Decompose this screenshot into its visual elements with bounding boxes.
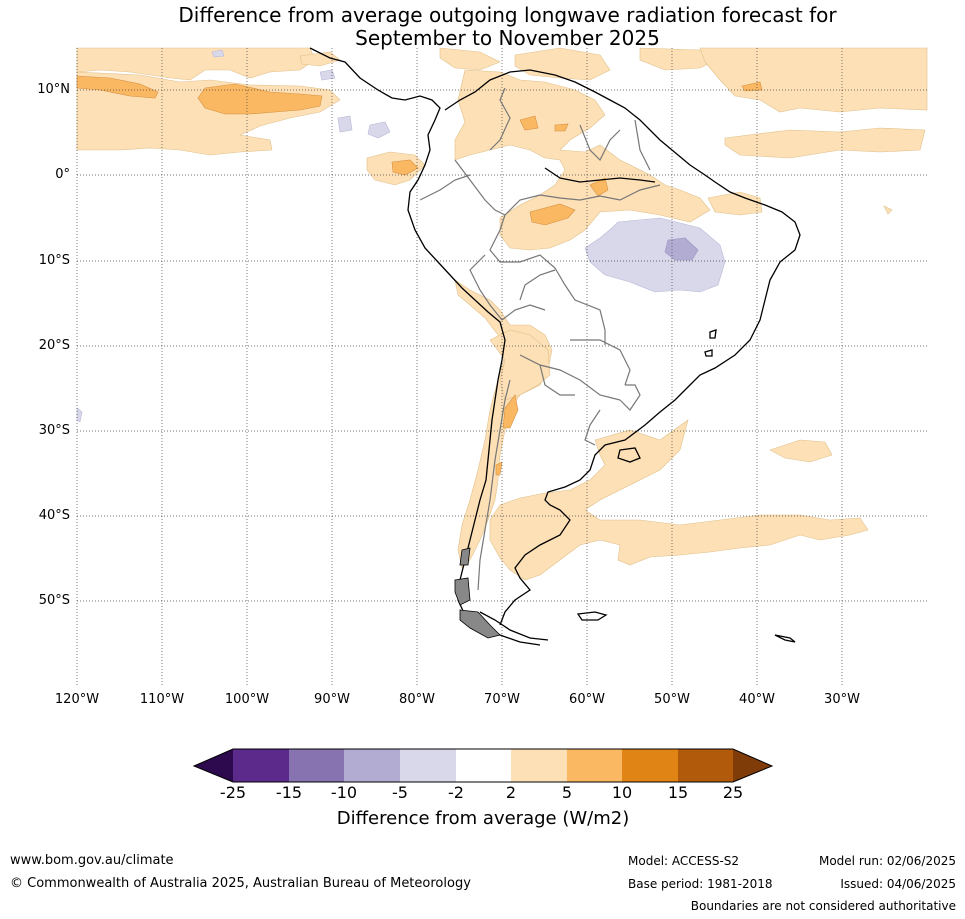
colorbar-tick: -10: [330, 783, 358, 802]
title-line-2: September to November 2025: [355, 26, 660, 50]
colorbar-tick: 10: [611, 783, 633, 802]
colorbar-swatch-5: [456, 749, 511, 782]
colorbar-swatch-1: [233, 749, 289, 782]
map-title: Difference from average outgoing longwav…: [0, 4, 965, 50]
colorbar-swatch-4: [400, 749, 456, 782]
lat-label-0: 0°: [55, 167, 70, 182]
footer-disclaimer: Boundaries are not considered authoritat…: [690, 899, 956, 913]
title-line-1: Difference from average outgoing longwav…: [178, 3, 837, 27]
colorbar-outline: [192, 748, 774, 783]
lon-label-90w: 90°W: [314, 692, 350, 707]
colorbar-tick: -2: [448, 783, 464, 802]
lat-label-40s: 40°S: [38, 508, 70, 523]
graticule: [76, 48, 927, 686]
colorbar-tick: 15: [667, 783, 689, 802]
colorbar-swatch-8: [622, 749, 678, 782]
lon-label-80w: 80°W: [399, 692, 435, 707]
colorbar-tick: -5: [392, 783, 408, 802]
colorbar-swatch-9: [678, 749, 733, 782]
footer-base-period: Base period: 1981-2018: [628, 877, 773, 891]
anomaly-negative-light: [76, 49, 726, 423]
colorbar-label: Difference from average (W/m2): [336, 808, 630, 829]
lon-label-100w: 100°W: [224, 692, 270, 707]
lat-label-10n: 10°N: [37, 82, 70, 97]
colorbar-tick: 25: [722, 783, 744, 802]
lon-label-50w: 50°W: [654, 692, 690, 707]
colorbar-swatch-3: [344, 749, 400, 782]
colorbar-swatch-2: [289, 749, 344, 782]
colorbar-tick: 2: [505, 783, 517, 802]
lon-label-110w: 110°W: [139, 692, 185, 707]
lat-label-50s: 50°S: [38, 593, 70, 608]
lon-label-60w: 60°W: [569, 692, 605, 707]
colorbar-extend-high: [733, 749, 772, 782]
anomaly-positive-medium: [76, 75, 763, 476]
country-borders: [419, 87, 661, 591]
lat-label-30s: 30°S: [38, 423, 70, 438]
colorbar-tick: -15: [275, 783, 303, 802]
lat-label-20s: 20°S: [38, 338, 70, 353]
footer-website-link[interactable]: www.bom.gov.au/climate: [10, 853, 174, 868]
colorbar-tick: -25: [219, 783, 247, 802]
colorbar-swatch-6: [511, 749, 567, 782]
footer-issued: Issued: 04/06/2025: [840, 877, 956, 891]
anomaly-positive-light: [76, 47, 928, 581]
lon-label-30w: 30°W: [824, 692, 860, 707]
anomaly-negative-medium: [664, 237, 699, 261]
footer-model-run: Model run: 02/06/2025: [818, 854, 956, 868]
footer-model: Model: ACCESS-S2: [628, 854, 740, 868]
lon-label-40w: 40°W: [739, 692, 775, 707]
colorbar-tick: 5: [561, 783, 573, 802]
footer-copyright: © Commonwealth of Australia 2025, Austra…: [10, 876, 471, 891]
lon-label-120w: 120°W: [54, 692, 100, 707]
colorbar-swatch-7: [567, 749, 622, 782]
colorbar-extend-low: [194, 749, 233, 782]
lon-label-70w: 70°W: [484, 692, 520, 707]
lat-label-10s: 10°S: [38, 253, 70, 268]
southern-islands: [454, 547, 501, 639]
